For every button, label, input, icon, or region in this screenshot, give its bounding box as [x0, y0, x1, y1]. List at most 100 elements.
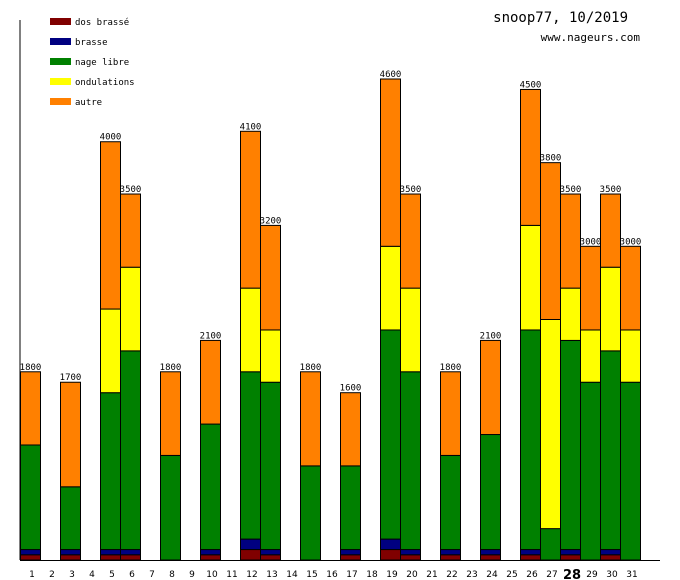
- legend-label-1: brasse: [75, 38, 108, 48]
- bar-segment-day12-0: [240, 549, 261, 561]
- bar-segment-day26-4: [520, 88, 541, 226]
- x-tick-label-6: 6: [129, 570, 135, 580]
- bar-segment-day22-2: [440, 454, 461, 551]
- bar-segment-day27-2: [540, 528, 561, 561]
- total-label-day31: 3000: [620, 237, 642, 247]
- bar-segment-day22-4: [440, 371, 461, 456]
- bar-segment-day28-3: [560, 287, 581, 341]
- bar-segment-day1-4: [20, 371, 41, 446]
- legend-label-4: autre: [75, 98, 102, 108]
- bar-segment-day20-1: [400, 549, 421, 556]
- total-label-day15: 1800: [300, 363, 322, 373]
- x-tick-label-26: 26: [526, 570, 538, 580]
- bar-segment-day28-4: [560, 193, 581, 289]
- total-label-day19: 4600: [380, 70, 402, 80]
- bar-segment-day22-0: [440, 554, 461, 561]
- bar-segment-day6-3: [120, 266, 141, 352]
- bar-segment-day5-4: [100, 141, 121, 310]
- bar-segment-day17-2: [340, 465, 361, 551]
- x-tick-label-29: 29: [586, 570, 598, 580]
- x-tick-label-30: 30: [606, 570, 618, 580]
- total-label-day12: 4100: [240, 122, 262, 132]
- legend-label-0: dos brassé: [75, 17, 129, 28]
- bar-segment-day29-4: [580, 245, 601, 331]
- bar-segment-day10-2: [200, 423, 221, 551]
- bar-segment-day29-3: [580, 329, 601, 383]
- bar-segment-day20-0: [400, 554, 421, 561]
- bar-segment-day3-0: [60, 554, 81, 561]
- bar-segment-day22-1: [440, 549, 461, 556]
- total-label-day28: 3500: [560, 185, 582, 195]
- bar-segment-day28-2: [560, 339, 581, 551]
- bar-segment-day31-4: [620, 245, 641, 331]
- x-tick-label-14: 14: [286, 570, 298, 580]
- bar-segment-day5-2: [100, 392, 121, 551]
- bar-segment-day13-4: [260, 224, 281, 331]
- bar-segment-day31-2: [620, 381, 641, 561]
- total-label-day24: 2100: [480, 331, 502, 341]
- x-tick-label-10: 10: [206, 570, 218, 580]
- bar-segment-day15-4: [300, 371, 321, 467]
- x-tick-label-15: 15: [306, 570, 317, 580]
- bar-segment-day24-4: [480, 339, 501, 436]
- x-tick-label-11: 11: [226, 570, 237, 580]
- bar-segment-day20-3: [400, 287, 421, 373]
- bar-segment-day26-1: [520, 549, 541, 556]
- bar-segment-day10-0: [200, 554, 221, 561]
- bar-segment-day12-4: [240, 130, 261, 289]
- bar-segment-day20-4: [400, 193, 421, 289]
- chart-title: snoop77, 10/2019: [493, 10, 628, 26]
- total-label-day8: 1800: [160, 363, 182, 373]
- x-tick-label-16: 16: [326, 570, 338, 580]
- bar-segment-day19-1: [380, 538, 401, 551]
- x-tick-label-27: 27: [546, 570, 557, 580]
- total-label-day13: 3200: [260, 216, 282, 226]
- bar-segment-day3-1: [60, 549, 81, 556]
- bar-segment-day6-0: [120, 554, 141, 561]
- total-label-day29: 3000: [580, 237, 602, 247]
- x-tick-label-19: 19: [386, 570, 398, 580]
- total-label-day5: 4000: [100, 133, 122, 143]
- bar-segment-day10-4: [200, 339, 221, 425]
- legend-swatch-3: [50, 78, 71, 85]
- legend-swatch-2: [50, 58, 71, 65]
- bar-segment-day3-4: [60, 381, 81, 488]
- bar-segment-day15-2: [300, 465, 321, 561]
- bar-segment-day28-0: [560, 554, 581, 561]
- bar-segment-day24-1: [480, 549, 501, 556]
- bar-segment-day12-1: [240, 538, 261, 551]
- bar-segment-day5-3: [100, 308, 121, 394]
- x-tick-label-4: 4: [89, 570, 95, 580]
- bar-segment-day13-1: [260, 549, 281, 556]
- bar-segment-day1-0: [20, 554, 41, 561]
- total-label-day22: 1800: [440, 363, 462, 373]
- x-tick-label-24: 24: [486, 570, 498, 580]
- bar-segment-day5-0: [100, 554, 121, 561]
- bar-segment-day19-3: [380, 245, 401, 331]
- bar-segment-day17-1: [340, 549, 361, 556]
- bar-segment-day26-3: [520, 224, 541, 331]
- x-tick-label-21: 21: [426, 570, 437, 580]
- bar-segment-day30-3: [600, 266, 621, 352]
- x-tick-label-18: 18: [366, 570, 378, 580]
- bar-segment-day13-2: [260, 381, 281, 551]
- bar-segment-day13-0: [260, 554, 281, 561]
- bar-segment-day31-3: [620, 329, 641, 383]
- bar-segment-day26-2: [520, 329, 541, 551]
- bar-segment-day24-2: [480, 434, 501, 551]
- x-tick-label-22: 22: [446, 570, 457, 580]
- total-label-day26: 4500: [520, 80, 542, 90]
- bar-segment-day30-1: [600, 549, 621, 556]
- legend-swatch-4: [50, 98, 71, 105]
- x-tick-label-25: 25: [506, 570, 517, 580]
- legend-label-2: nage libre: [75, 58, 129, 68]
- bar-segment-day13-3: [260, 329, 281, 383]
- total-label-day3: 1700: [60, 373, 82, 383]
- total-label-day6: 3500: [120, 185, 142, 195]
- x-tick-label-17: 17: [346, 570, 357, 580]
- total-label-day10: 2100: [200, 331, 222, 341]
- bar-segment-day17-4: [340, 392, 361, 467]
- bar-segment-day29-2: [580, 381, 601, 561]
- bar-segment-day24-0: [480, 554, 501, 561]
- chart-subtitle: www.nageurs.com: [540, 31, 640, 44]
